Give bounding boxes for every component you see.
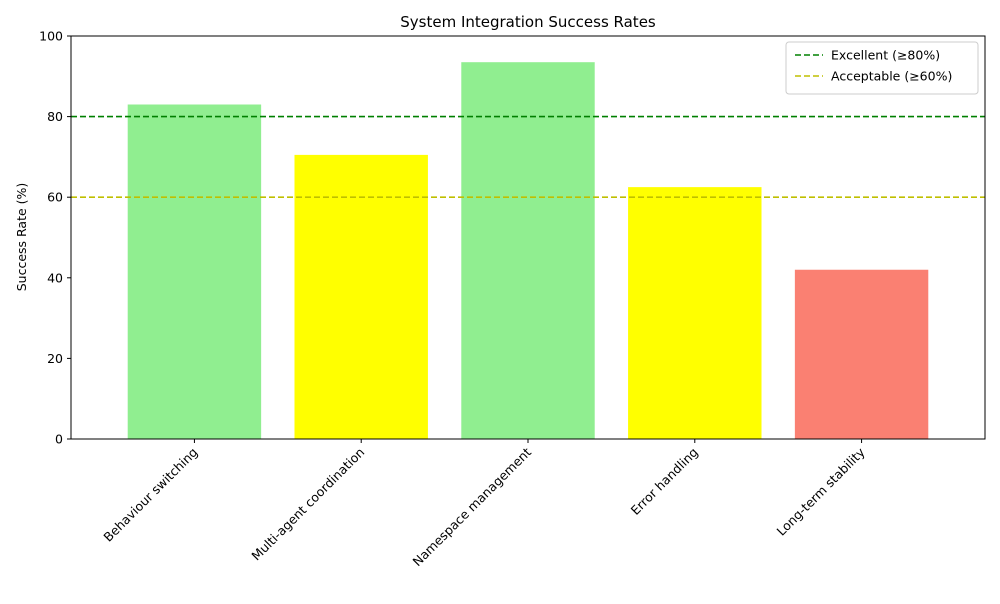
- bar-1: [294, 154, 428, 439]
- legend-label-0: Excellent (≥80%): [831, 48, 940, 63]
- x-tick-label-1: Multi-agent coordination: [248, 445, 367, 564]
- x-tick-label-3: Error handling: [628, 445, 701, 518]
- x-ticks-layer: Behaviour switching Multi-agent coordinat…: [100, 439, 868, 569]
- x-tick-label-4: Long-term stability: [774, 444, 869, 539]
- legend-box: [785, 41, 979, 95]
- bar-4: [794, 269, 929, 439]
- legend-label-1: Acceptable (≥60%): [831, 69, 952, 84]
- x-tick-label-2: Namespace management: [409, 444, 534, 569]
- y-tick-label-0: 0: [55, 432, 63, 447]
- bar-2: [461, 62, 595, 439]
- y-ticks-layer: 0 20 40 60 80 100: [39, 29, 71, 447]
- y-tick-label-3: 60: [47, 190, 63, 205]
- y-tick-label-4: 80: [47, 109, 63, 124]
- legend: Excellent (≥80%) Acceptable (≥60%): [785, 41, 979, 95]
- x-tick-label-0: Behaviour switching: [100, 445, 200, 545]
- y-tick-label-1: 20: [47, 351, 63, 366]
- reference-lines-layer: [71, 115, 985, 198]
- y-tick-label-2: 40: [47, 270, 63, 285]
- y-axis-label: Success Rate (%): [14, 183, 29, 292]
- chart-title: System Integration Success Rates: [400, 13, 656, 31]
- bars-layer: [127, 62, 929, 439]
- y-tick-label-5: 100: [39, 29, 63, 44]
- bar-0: [127, 104, 262, 439]
- bar-3: [628, 187, 762, 439]
